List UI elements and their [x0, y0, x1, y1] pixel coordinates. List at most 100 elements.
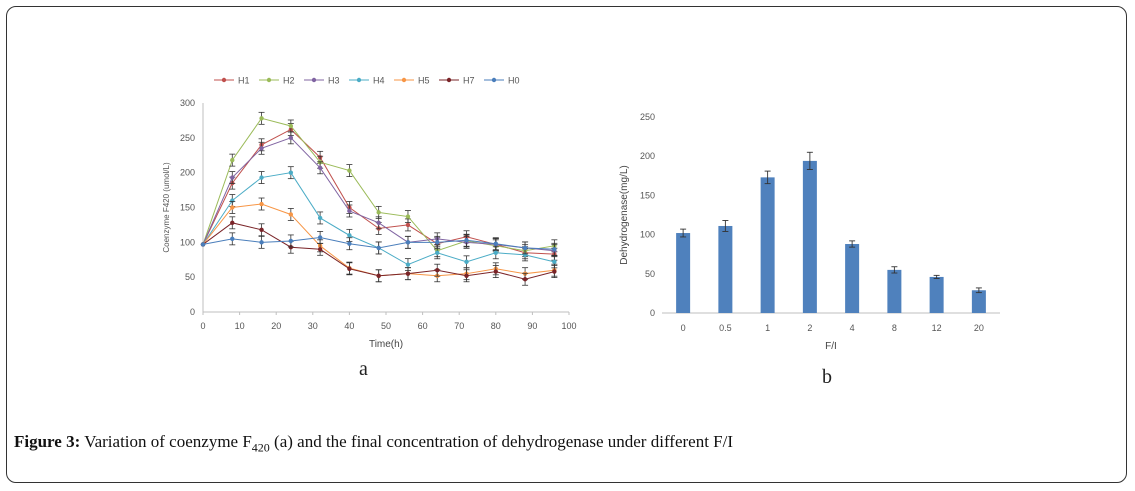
a-series-line-H1 [202, 128, 555, 255]
a-legend-marker-H1 [221, 77, 227, 83]
a-data-point-H7 [552, 269, 557, 274]
a-legend-label-H3: H3 [328, 76, 340, 86]
a-data-point-H0 [288, 238, 294, 244]
a-legend-label-H7: H7 [463, 76, 475, 86]
figure-caption: Figure 3: Variation of coenzyme F420 (a)… [14, 432, 733, 455]
a-data-point-H7 [464, 273, 469, 278]
a-data-point-H3 [259, 146, 264, 151]
b-bar [929, 276, 944, 313]
a-data-point-H7 [317, 247, 323, 252]
a-y-tick-label: 50 [185, 272, 195, 282]
a-legend-marker-H2 [266, 77, 272, 83]
a-data-point-H2 [405, 214, 411, 219]
a-x-tick-label: 60 [418, 321, 428, 331]
a-data-point-H0 [317, 235, 323, 240]
b-y-tick-label: 100 [640, 230, 655, 240]
a-x-tick-label: 10 [235, 321, 245, 331]
a-data-point-H4 [552, 259, 557, 265]
b-bar [760, 177, 775, 313]
a-data-point-H1 [405, 222, 411, 228]
a-legend-marker-H5 [401, 77, 407, 83]
caption-subscript: 420 [251, 440, 270, 455]
a-data-point-H0 [522, 245, 528, 251]
a-legend-marker-H4 [356, 77, 362, 83]
a-data-point-H0 [464, 238, 469, 243]
b-y-tick-label: 0 [650, 308, 655, 318]
a-data-point-H4 [435, 250, 440, 255]
a-data-point-H0 [435, 240, 440, 245]
b-x-tick-label: 1 [765, 323, 770, 333]
b-x-axis-title: F/I [825, 341, 837, 352]
a-legend-label-H1: H1 [238, 76, 250, 86]
panel-b-label: b [822, 366, 832, 388]
b-bar [845, 244, 860, 313]
b-bar [887, 269, 902, 313]
b-bar [718, 225, 733, 313]
a-legend-marker-H7 [446, 77, 452, 83]
a-y-tick-label: 200 [180, 168, 195, 178]
caption-text-after: (a) and the final concentration of dehyd… [269, 432, 734, 451]
a-data-point-H7 [405, 271, 411, 276]
b-x-tick-label: 0.5 [719, 323, 732, 333]
a-data-point-H7 [259, 227, 264, 232]
b-bar [676, 233, 691, 313]
a-y-axis-title: Coenzyme F420 (umol/L) [162, 162, 171, 253]
a-data-point-H0 [347, 241, 352, 246]
a-x-tick-label: 30 [308, 321, 318, 331]
a-x-tick-label: 100 [561, 321, 576, 331]
a-data-point-H3 [317, 165, 323, 170]
a-legend-label-H4: H4 [373, 76, 385, 86]
b-x-tick-label: 12 [932, 323, 942, 333]
a-x-axis-title: Time(h) [369, 339, 403, 350]
a-data-point-H0 [230, 236, 235, 242]
b-x-tick-label: 20 [974, 323, 984, 333]
b-x-tick-label: 0 [681, 323, 686, 333]
a-data-point-H2 [259, 116, 264, 121]
a-data-point-H2 [288, 123, 294, 129]
a-data-point-H5 [288, 212, 294, 217]
a-data-point-H0 [493, 241, 498, 246]
a-data-point-H3 [230, 175, 235, 180]
a-data-point-H4 [259, 175, 264, 180]
a-data-point-H0 [376, 245, 381, 251]
a-data-point-H2 [230, 157, 235, 163]
a-data-point-H3 [288, 135, 294, 141]
a-x-tick-label: 80 [491, 321, 501, 331]
a-data-point-H5 [230, 205, 235, 210]
a-y-tick-label: 0 [190, 307, 195, 317]
b-bar [802, 160, 817, 313]
caption-label: Figure 3: [14, 432, 81, 451]
a-legend-marker-H0 [491, 77, 497, 83]
a-y-tick-label: 250 [180, 133, 195, 143]
a-data-point-H7 [347, 266, 352, 272]
b-y-tick-label: 250 [640, 112, 655, 122]
b-x-tick-label: 8 [892, 323, 897, 333]
a-data-point-H7 [493, 269, 498, 274]
a-data-point-H2 [376, 210, 381, 215]
a-data-point-H7 [522, 277, 528, 282]
a-x-tick-label: 20 [271, 321, 281, 331]
a-data-point-H0 [552, 247, 557, 252]
a-data-point-H7 [376, 273, 381, 278]
caption-text-before: Variation of coenzyme F [80, 432, 252, 451]
a-y-tick-label: 150 [180, 203, 195, 213]
a-legend-label-H5: H5 [418, 76, 430, 86]
a-x-tick-label: 40 [344, 321, 354, 331]
a-y-tick-label: 100 [180, 237, 195, 247]
a-data-point-H4 [464, 259, 469, 265]
b-y-axis-title: Dehydrogenase(mg/L) [619, 165, 630, 265]
a-legend-label-H0: H0 [508, 76, 520, 86]
a-x-tick-label: 70 [454, 321, 464, 331]
a-data-point-H5 [259, 201, 264, 207]
b-x-tick-label: 2 [807, 323, 812, 333]
b-x-tick-label: 4 [850, 323, 855, 333]
b-y-tick-label: 150 [640, 190, 655, 200]
figure-frame [6, 6, 1127, 483]
a-data-point-H0 [259, 240, 264, 245]
a-data-point-H4 [317, 215, 323, 221]
a-legend-marker-H3 [311, 77, 317, 83]
a-data-point-H4 [405, 262, 411, 267]
b-y-tick-label: 200 [640, 151, 655, 161]
b-y-tick-label: 50 [645, 269, 655, 279]
